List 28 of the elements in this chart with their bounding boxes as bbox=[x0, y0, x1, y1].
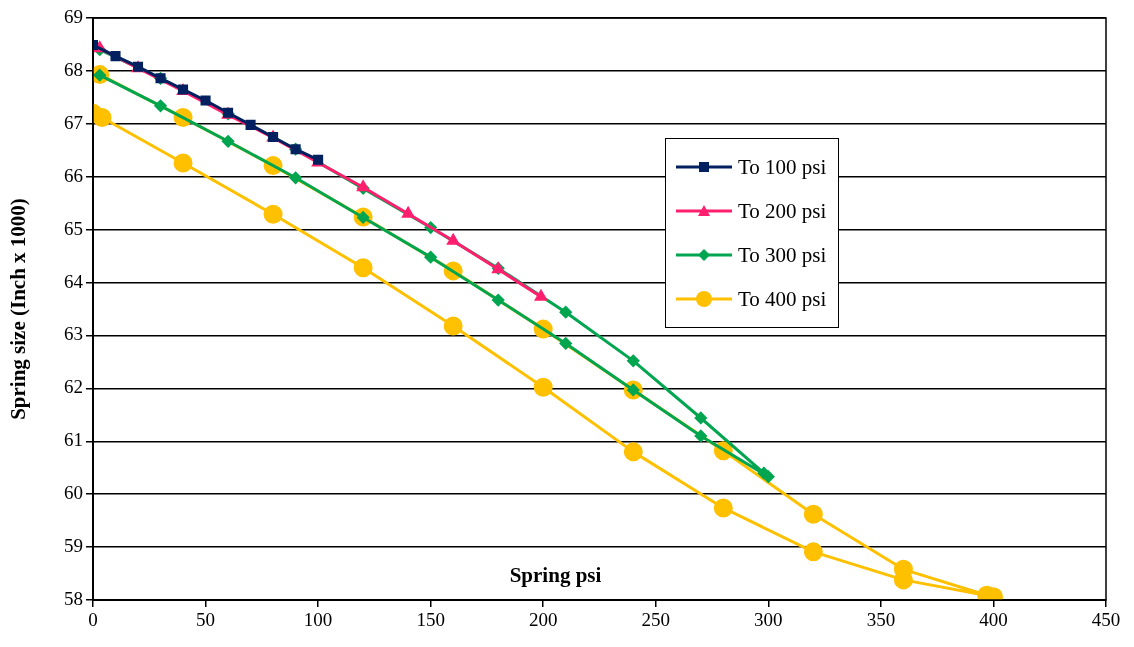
y-tick-label: 64 bbox=[64, 270, 84, 292]
y-tick-label: 67 bbox=[64, 111, 83, 133]
x-tick-label: 400 bbox=[979, 609, 1008, 631]
x-tick-label: 200 bbox=[528, 609, 558, 631]
y-tick-label: 62 bbox=[64, 376, 83, 398]
y-tick-label: 60 bbox=[64, 482, 83, 504]
x-tick-label: 300 bbox=[754, 609, 783, 631]
x-tick-label: 100 bbox=[303, 609, 333, 631]
x-tick-label: 150 bbox=[416, 609, 445, 631]
legend-label: To 100 psi bbox=[738, 154, 827, 180]
y-tick-label: 69 bbox=[64, 5, 83, 27]
y-tick-label: 61 bbox=[64, 429, 83, 451]
y-tick-label: 68 bbox=[64, 58, 83, 80]
y-tick-label: 59 bbox=[64, 535, 83, 557]
x-tick-label: 50 bbox=[196, 609, 216, 631]
x-axis-title: Spring psi bbox=[509, 563, 602, 588]
x-tick-label: 350 bbox=[866, 609, 896, 631]
legend-label: To 200 psi bbox=[738, 198, 827, 224]
x-tick-label: 250 bbox=[641, 609, 671, 631]
y-tick-label: 65 bbox=[64, 217, 83, 239]
legend-label: To 300 psi bbox=[738, 242, 827, 268]
y-tick-label: 58 bbox=[64, 587, 83, 609]
y-tick-label: 66 bbox=[64, 164, 83, 186]
x-tick-label: 0 bbox=[88, 609, 98, 631]
x-tick-label: 450 bbox=[1091, 609, 1121, 631]
y-tick-label: 63 bbox=[64, 323, 83, 345]
y-axis-title: Spring size (Inch x 1000) bbox=[6, 198, 31, 420]
legend-label: To 400 psi bbox=[738, 286, 827, 312]
